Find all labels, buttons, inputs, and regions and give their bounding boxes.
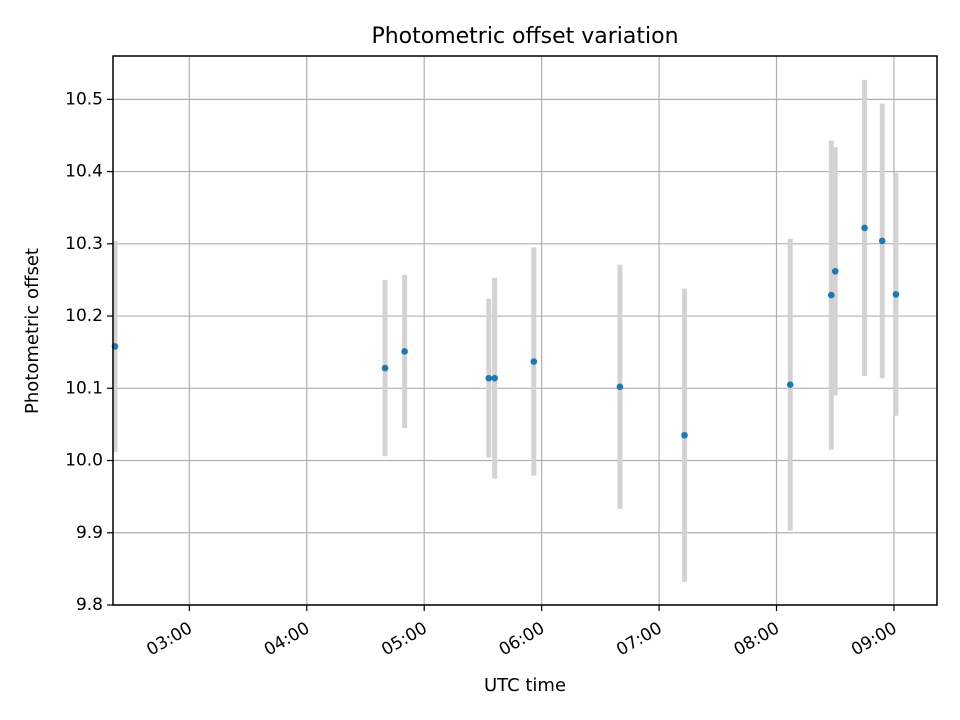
data-point — [786, 381, 794, 388]
data-point — [491, 374, 498, 382]
y-tick-label: 9.8 — [76, 595, 103, 615]
data-point — [892, 291, 900, 298]
data-point — [861, 224, 868, 232]
x-axis-label: UTC time — [484, 675, 566, 696]
y-tick-label: 10.0 — [65, 451, 103, 471]
data-point — [616, 383, 624, 391]
y-tick-label: 10.1 — [65, 378, 103, 398]
data-point — [530, 358, 538, 365]
data-point — [878, 237, 886, 245]
data-point — [401, 348, 408, 355]
y-tick-label: 10.3 — [65, 234, 103, 254]
y-tick-label: 9.9 — [76, 523, 103, 543]
chart-title: Photometric offset variation — [371, 24, 678, 49]
y-tick-label: 10.2 — [65, 306, 103, 326]
y-axis-ticks: 9.8 9.9 10.0 10.1 10.2 10.3 10.4 10.5 — [65, 89, 113, 615]
data-point — [485, 374, 493, 382]
data-point — [681, 431, 688, 439]
grid — [113, 56, 937, 606]
data-point — [381, 364, 389, 372]
y-axis-label: Photometric offset — [22, 248, 43, 414]
plot-frame — [112, 55, 938, 606]
data-point — [828, 291, 835, 299]
y-tick-label: 10.4 — [65, 162, 103, 182]
y-tick-label: 10.5 — [65, 89, 103, 109]
data-point — [831, 267, 839, 275]
